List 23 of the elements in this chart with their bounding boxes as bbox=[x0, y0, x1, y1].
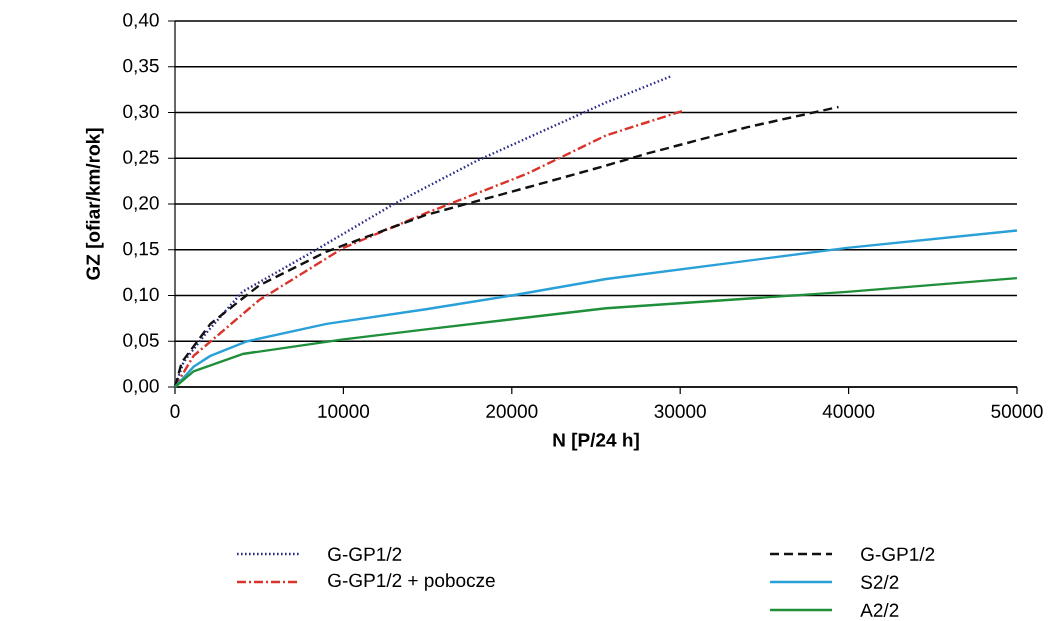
x-tick-label: 50000 bbox=[991, 404, 1043, 418]
y-axis-title: GZ [ofiar/km/rok] bbox=[85, 128, 104, 280]
line-series bbox=[173, 105, 840, 389]
x-tick-label: 30000 bbox=[654, 404, 706, 418]
x-tick-label: 40000 bbox=[822, 404, 875, 418]
y-tick-label: 0,20 bbox=[123, 196, 159, 212]
y-tick-label: 0,00 bbox=[123, 379, 159, 395]
x-tick-label: 20000 bbox=[486, 404, 538, 418]
y-tick-label: 0,35 bbox=[123, 58, 159, 75]
x-tick-label: 10000 bbox=[318, 404, 370, 418]
y-tick-label: 0,25 bbox=[123, 150, 159, 167]
y-tick-label: 0,40 bbox=[123, 13, 159, 29]
legend-label: S2/2 bbox=[861, 575, 899, 589]
y-tick-label: 0,10 bbox=[123, 287, 159, 304]
y-tick-label: 0,05 bbox=[123, 333, 159, 350]
y-tick-label: 0,30 bbox=[123, 104, 159, 121]
legend-label: G-GP1/2 bbox=[861, 547, 935, 561]
legend-label: A2/2 bbox=[860, 603, 899, 617]
x-axis-title: N [P/24 h] bbox=[553, 432, 639, 451]
y-tick-label: 0,15 bbox=[123, 241, 159, 258]
legend-label: G-GP1/2 + pobocze bbox=[328, 573, 495, 591]
x-tick-label: 0 bbox=[170, 404, 180, 418]
legend-label: G-GP1/2 bbox=[328, 547, 402, 561]
